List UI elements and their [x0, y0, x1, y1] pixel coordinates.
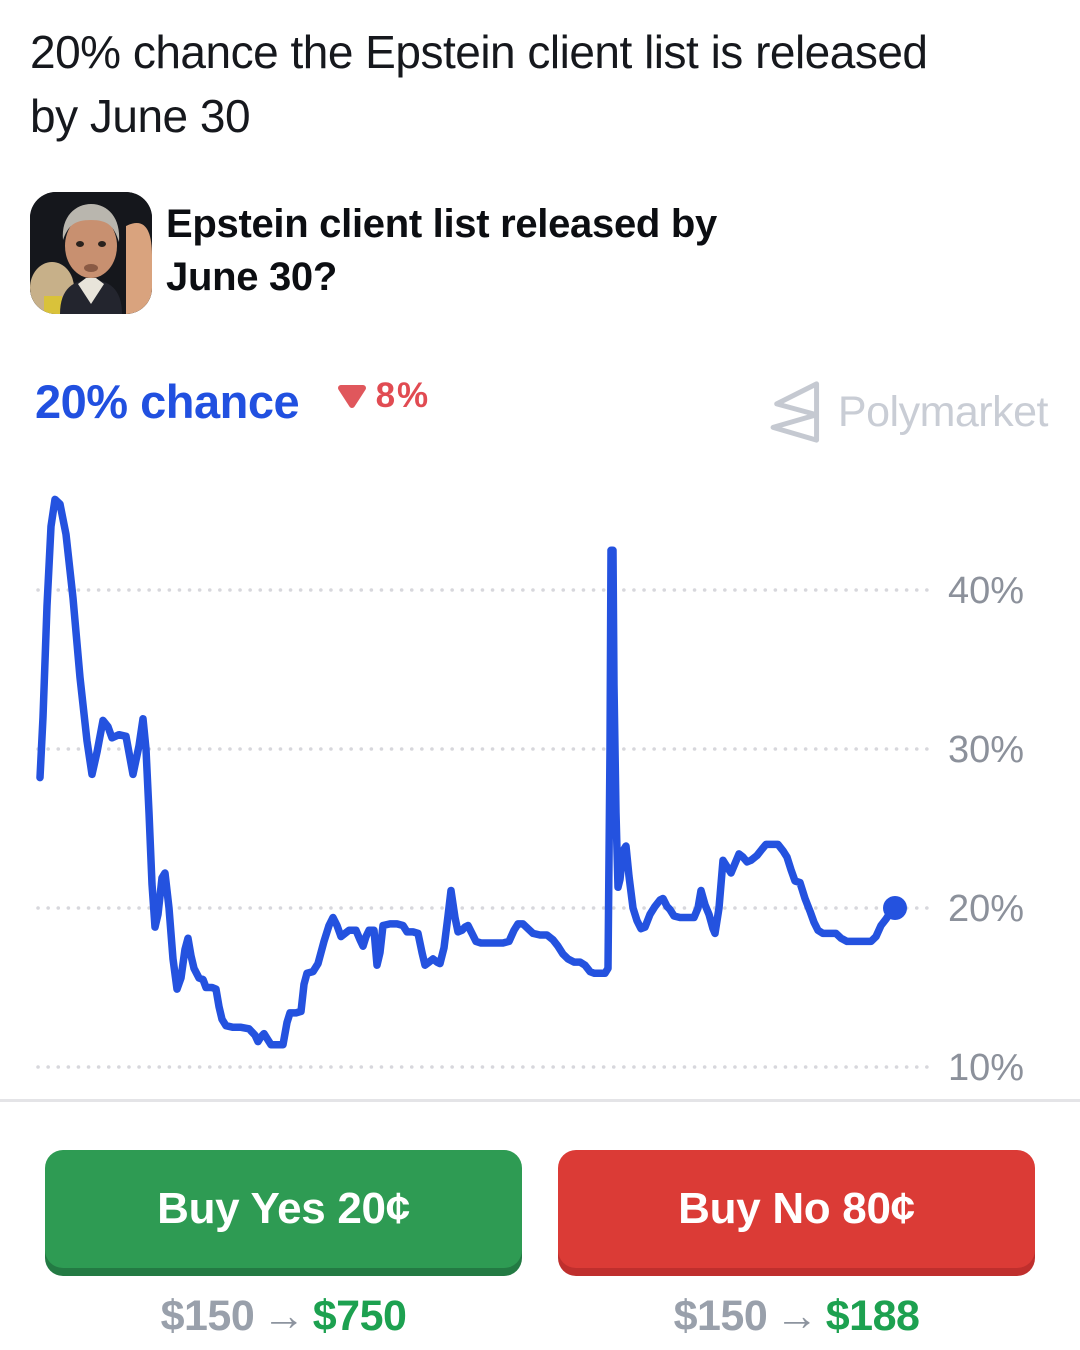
yes-column: Buy Yes 20¢ $150 → $750	[45, 1150, 522, 1341]
current-price-dot	[883, 896, 907, 920]
buy-yes-button[interactable]: Buy Yes 20¢	[45, 1150, 522, 1268]
polymarket-icon	[770, 381, 819, 443]
price-line	[36, 495, 899, 1049]
polymarket-wordmark: Polymarket	[837, 387, 1049, 436]
y-tick-label: 20%	[948, 888, 1024, 930]
no-payout-line: $150 → $188	[674, 1292, 920, 1341]
price-chart: 40% 30% 20% 10%	[36, 495, 1024, 1089]
divider	[0, 1099, 1080, 1102]
no-stake: $150	[673, 1292, 768, 1340]
no-payout: $188	[825, 1292, 920, 1340]
avatar	[30, 192, 152, 314]
yes-payout: $750	[312, 1292, 407, 1340]
chance-value: 20% chance	[35, 375, 300, 428]
yes-stake: $150	[160, 1292, 255, 1340]
y-tick-label: 40%	[948, 570, 1024, 612]
market-header: Epstein client list released by June 30?	[30, 192, 717, 314]
page-title: 20% chance the Epstein client list is re…	[30, 26, 928, 142]
y-tick-label: 10%	[948, 1047, 1024, 1089]
yes-payout-line: $150 → $750	[161, 1292, 407, 1341]
price-change: 8%	[336, 376, 431, 416]
no-column: Buy No 80¢ $150 → $188	[558, 1150, 1035, 1341]
y-tick-label: 30%	[948, 729, 1024, 771]
trade-actions: Buy Yes 20¢ $150 → $750 Buy No 80¢ $150 → $1…	[45, 1150, 1035, 1341]
down-triangle-icon	[337, 385, 366, 408]
change-percent: 8%	[375, 376, 431, 415]
buy-no-button[interactable]: Buy No 80¢	[558, 1150, 1035, 1268]
chance-row: 20% chance 8% Polymarket	[35, 374, 1049, 443]
arrow-right-icon: →	[262, 1292, 305, 1340]
market-title: Epstein client list released by June 30?	[166, 202, 717, 299]
arrow-right-icon: →	[775, 1292, 818, 1340]
avatar-image	[30, 192, 152, 314]
polymarket-logo: Polymarket	[764, 376, 1049, 448]
